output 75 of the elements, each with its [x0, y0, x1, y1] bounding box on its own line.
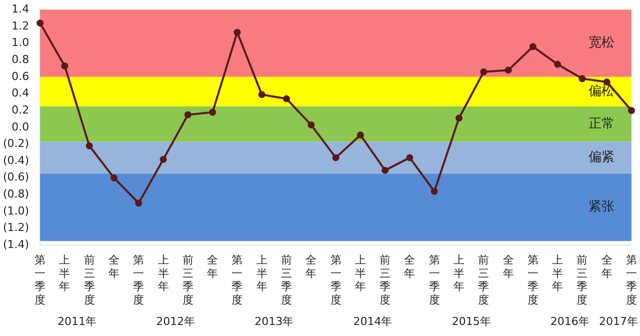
point — [628, 107, 635, 114]
x-tick-label: 第一季度 — [527, 254, 538, 306]
point — [504, 66, 512, 74]
x-tick-label: 上半年 — [454, 254, 464, 294]
x-tick-label: 前三季度 — [281, 254, 292, 306]
text: 2017年 — [599, 314, 638, 328]
text: 2015年 — [452, 314, 491, 328]
point — [356, 131, 364, 138]
y-tick-label: (1.0) — [3, 204, 30, 218]
text: 2012年 — [156, 314, 196, 328]
point — [430, 188, 438, 195]
x-tick-label: 全年 — [306, 254, 317, 280]
y-tick-label: (0.4) — [3, 154, 30, 167]
point — [308, 121, 315, 128]
y-tick-label: 1.2 — [12, 19, 30, 32]
band-label: 正常 — [588, 116, 614, 132]
point — [209, 108, 216, 116]
x-tick-label: 上半年 — [59, 254, 70, 294]
point — [258, 91, 266, 98]
band-label: 偏紧 — [588, 150, 614, 166]
y-tick-label: 0.0 — [12, 120, 30, 134]
y-tick-label: 1.4 — [12, 2, 30, 16]
point — [480, 68, 488, 76]
point — [554, 60, 562, 68]
point — [578, 75, 586, 82]
x-tick-label: 上半年 — [354, 254, 366, 294]
x-tick-label: 上半年 — [256, 254, 268, 294]
x-tick-label: 全年 — [502, 254, 514, 280]
y-tick-label: 1.0 — [12, 36, 30, 50]
x-tick-label: 第一季度 — [428, 254, 440, 306]
text: 2013年 — [254, 314, 294, 328]
point — [184, 111, 192, 118]
x-tick-label: 全年 — [108, 254, 120, 280]
y-tick-label: 0.4 — [12, 86, 30, 100]
y-tick-label: (0.8) — [3, 188, 30, 201]
text: 2016年 — [550, 314, 590, 328]
point — [36, 20, 44, 27]
x-tick-label: 前三季度 — [182, 254, 194, 306]
y-tick-label: 0.8 — [12, 52, 30, 66]
point — [456, 114, 462, 122]
text: 2011年 — [58, 314, 97, 328]
point — [406, 154, 414, 162]
x-tick-label: 第一季度 — [626, 254, 637, 306]
x-tick-label: 前三季度 — [84, 254, 95, 306]
y-tick-label: (0.6) — [3, 170, 30, 184]
x-tick-label: 全年 — [601, 254, 612, 280]
y-tick-label: 0.6 — [12, 70, 30, 83]
point — [110, 174, 118, 182]
x-tick-label: 前三季度 — [380, 254, 391, 306]
point — [234, 28, 241, 36]
point — [382, 166, 389, 174]
y-tick-label: (1.4) — [3, 238, 30, 252]
point — [86, 142, 93, 150]
x-tick-label: 上半年 — [158, 254, 169, 294]
point — [160, 156, 167, 163]
x-tick-label: 全年 — [404, 254, 416, 280]
band-label: 紧张 — [588, 200, 614, 215]
x-tick-label: 上半年 — [552, 254, 564, 294]
y-tick-label: (0.2) — [3, 137, 30, 150]
point — [135, 200, 142, 207]
y-tick-label: (1.2) — [3, 221, 30, 234]
x-tick-label: 第一季度 — [232, 254, 243, 306]
x-tick-label: 全年 — [207, 254, 218, 280]
x-tick-label: 前三季度 — [576, 254, 588, 306]
x-tick-label: 前三季度 — [478, 254, 490, 306]
x-tick-label: 第一季度 — [330, 254, 342, 306]
y-tick-label: 0.2 — [12, 103, 30, 116]
point — [529, 43, 536, 50]
point — [61, 62, 68, 70]
x-tick-label: 第一季度 — [34, 254, 46, 306]
band-label: 宽松 — [588, 34, 614, 51]
x-tick-label: 第一季度 — [133, 254, 144, 306]
point — [283, 95, 290, 102]
text: 2014年 — [353, 314, 392, 328]
point — [332, 154, 340, 162]
